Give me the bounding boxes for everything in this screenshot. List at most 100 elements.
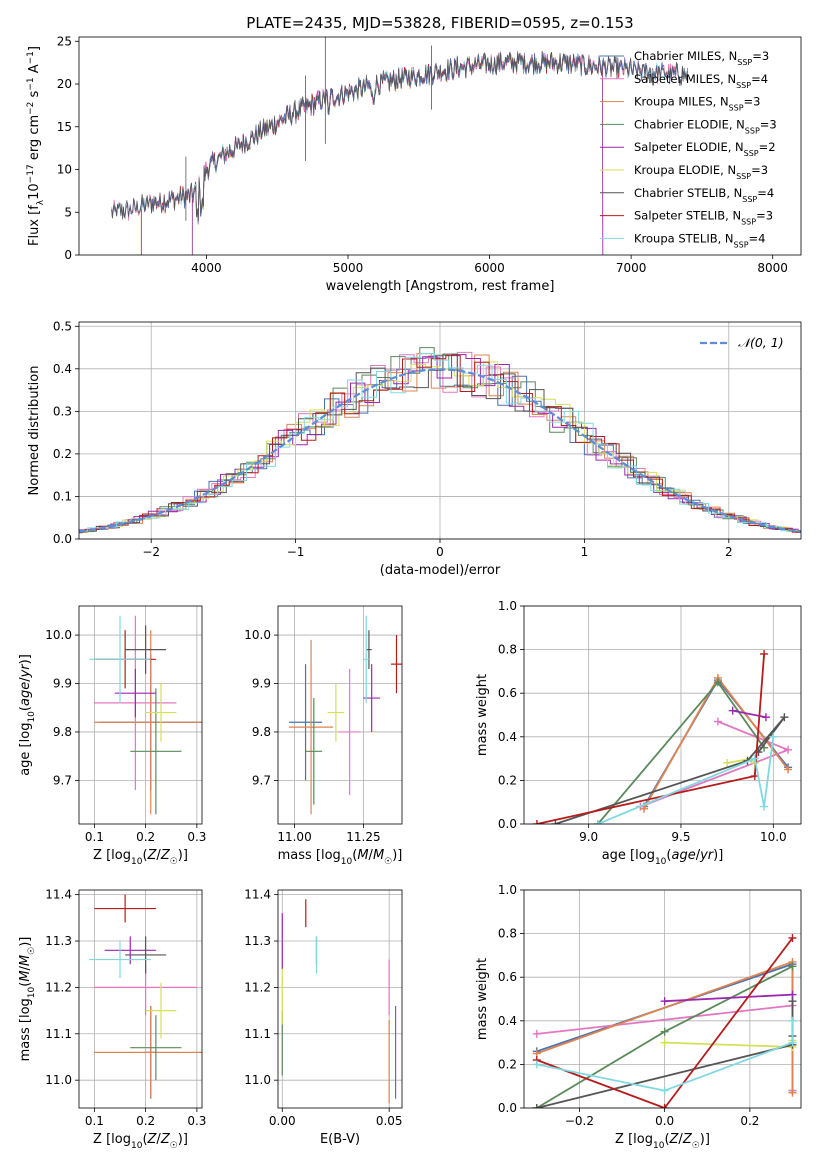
weight-marker-kroupa-elodie (723, 758, 732, 767)
x-axis-label: E(B-V) (320, 1132, 360, 1147)
legend-label-salpeter-stelib: Salpeter STELIB, NSSP=3 (634, 209, 773, 227)
weight-marker-kroupa-miles (788, 1088, 797, 1097)
y-tick-label: 0.2 (53, 447, 72, 461)
errorbar-salpeter-stelib (94, 894, 156, 923)
legend-label-salpeter-elodie: Salpeter ELODIE, NSSP=2 (634, 140, 776, 158)
weight-marker-kroupa-stelib (760, 802, 769, 811)
x-tick-label: 0.05 (376, 1114, 403, 1128)
histogram-kroupa-elodie (79, 361, 801, 534)
weight-line-salpeter-stelib (536, 937, 794, 1108)
x-tick-label: 11.25 (346, 830, 380, 844)
errorbar-kroupa-miles (289, 639, 334, 815)
weight-marker-kroupa-stelib (660, 1086, 669, 1095)
weight-line-salpeter-stelib (536, 653, 765, 824)
y-tick-label: 11.1 (45, 1027, 72, 1041)
errorbar-chabrier-elodie (130, 688, 182, 815)
x-axis-label: mass [log10(M/M☉)] (278, 848, 403, 867)
x-tick-label: 0.1 (85, 1114, 104, 1128)
weight-line-salpeter-elodie (664, 993, 793, 1003)
weight-marker-kroupa-stelib (593, 820, 602, 824)
x-tick-label: 0.00 (269, 1114, 296, 1128)
x-axis-label: age [log10(age/yr)] (602, 848, 724, 867)
y-tick-label: 0.4 (53, 362, 72, 376)
y-tick-label: 9.7 (252, 773, 271, 787)
x-tick-label: 10.0 (760, 830, 787, 844)
chart-weight-vs-age: 9.0 9.5 10.0 0.0 0.2 0.4 0.6 0.8 1.0 age [log10(a… (475, 599, 802, 867)
axes-frame (78, 889, 203, 1109)
y-tick-label: 9.7 (53, 773, 72, 787)
weight-marker-kroupa-stelib (750, 754, 759, 763)
weight-marker-kroupa-miles (640, 804, 649, 813)
x-tick-label: −2 (142, 545, 160, 559)
weight-marker-salpeter-miles (713, 717, 722, 726)
axes-frame (523, 605, 802, 825)
y-tick-label: 0.6 (498, 686, 517, 700)
spectrum-line-kroupa-elodie (191, 50, 604, 255)
x-tick-label: 0.0 (655, 1114, 674, 1128)
y-tick-label: 20 (57, 77, 72, 91)
errorbar-kroupa-miles (94, 630, 202, 815)
weight-marker-salpeter-stelib (760, 649, 769, 658)
y-tick-label: 1.0 (498, 883, 517, 897)
x-axis-label: Z [log10(Z/Z☉)] (615, 1132, 710, 1151)
y-tick-label: 0.0 (498, 1101, 517, 1115)
chart-weight-vs-Z: −0.2 0.0 0.2 0.0 0.2 0.4 0.6 0.8 1.0 Z [log10(Z/Z… (475, 883, 802, 1151)
weight-marker-chabrier-elodie (713, 678, 722, 687)
x-tick-label: 0.2 (136, 830, 155, 844)
x-tick-label: −1 (287, 545, 305, 559)
x-tick-label: 9.5 (671, 830, 690, 844)
y-tick-label: 11.0 (244, 1073, 271, 1087)
errorbar-chabrier-stelib (125, 936, 167, 974)
normal-curve (78, 368, 802, 533)
y-tick-label: 11.3 (45, 934, 72, 948)
y-tick-label: 0.1 (53, 489, 72, 503)
y-axis-label: age [log10(age/yr)] (18, 654, 37, 776)
y-tick-label: 0.0 (498, 817, 517, 831)
weight-marker-kroupa-elodie (660, 1038, 669, 1047)
y-tick-label: 11.4 (45, 888, 72, 902)
x-tick-label: 8000 (757, 261, 788, 275)
legend-label-chabrier-miles: Chabrier MILES, NSSP=3 (634, 49, 769, 67)
y-tick-label: 11.1 (244, 1027, 271, 1041)
y-tick-label: 5 (64, 205, 72, 219)
legend: Chabrier MILES, NSSP=3 Salpeter MILES, NS… (600, 49, 777, 249)
legend-label-chabrier-elodie: Chabrier ELODIE, NSSP=3 (634, 117, 777, 135)
chart-mass-vs-EBV: 0.00 0.05 11.0 11.1 11.2 11.3 11.4 E(B-V) (244, 888, 402, 1147)
weight-marker-salpeter-miles (532, 1029, 541, 1038)
y-tick-label: 0.5 (53, 319, 72, 333)
x-tick-label: 2 (725, 545, 733, 559)
weight-line-chabrier-stelib (555, 716, 786, 824)
x-tick-label: 7000 (616, 261, 647, 275)
axes-frame (78, 321, 802, 540)
chart-residuals: −2 −1 0 1 2 0.0 0.1 0.2 0.3 0.4 0.5 (data-model)/er… (27, 319, 802, 578)
y-tick-label: 11.0 (45, 1073, 72, 1087)
x-axis-label: wavelength [Angstrom, rest frame] (326, 279, 555, 294)
y-tick-label: 0 (64, 248, 72, 262)
y-tick-label: 11.2 (45, 980, 72, 994)
weight-marker-kroupa-stelib (769, 732, 778, 741)
y-tick-label: 10 (57, 163, 72, 177)
x-tick-label: 5000 (333, 261, 364, 275)
weight-marker-chabrier-stelib (551, 820, 560, 824)
weight-line-kroupa-elodie (664, 1040, 794, 1048)
weight-marker-salpeter-elodie (761, 713, 770, 722)
axes-frame (277, 605, 403, 825)
errorbar-kroupa-elodie (327, 683, 345, 742)
y-tick-label: 25 (57, 34, 72, 48)
axes-frame (78, 36, 802, 256)
errorbar-kroupa-stelib (89, 615, 151, 703)
y-tick-label: 11.4 (244, 888, 271, 902)
legend-label-normal: 𝒩(0, 1) (738, 335, 784, 350)
errorbar-kroupa-miles (94, 1005, 202, 1099)
y-tick-label: 9.9 (252, 677, 271, 691)
x-tick-label: 0.3 (187, 830, 206, 844)
legend: 𝒩(0, 1) (700, 335, 784, 350)
y-axis-label: mass [log10(M/M☉)] (18, 937, 37, 1062)
y-tick-label: 0.3 (53, 404, 72, 418)
y-axis-label: mass weight (475, 958, 490, 1040)
y-tick-label: 0.2 (498, 1057, 517, 1071)
spectrum-line-salpeter-miles (111, 50, 688, 223)
weight-marker-salpeter-elodie (728, 706, 737, 715)
errorbar-chabrier-stelib (366, 630, 372, 669)
y-tick-label: 0.6 (498, 970, 517, 984)
